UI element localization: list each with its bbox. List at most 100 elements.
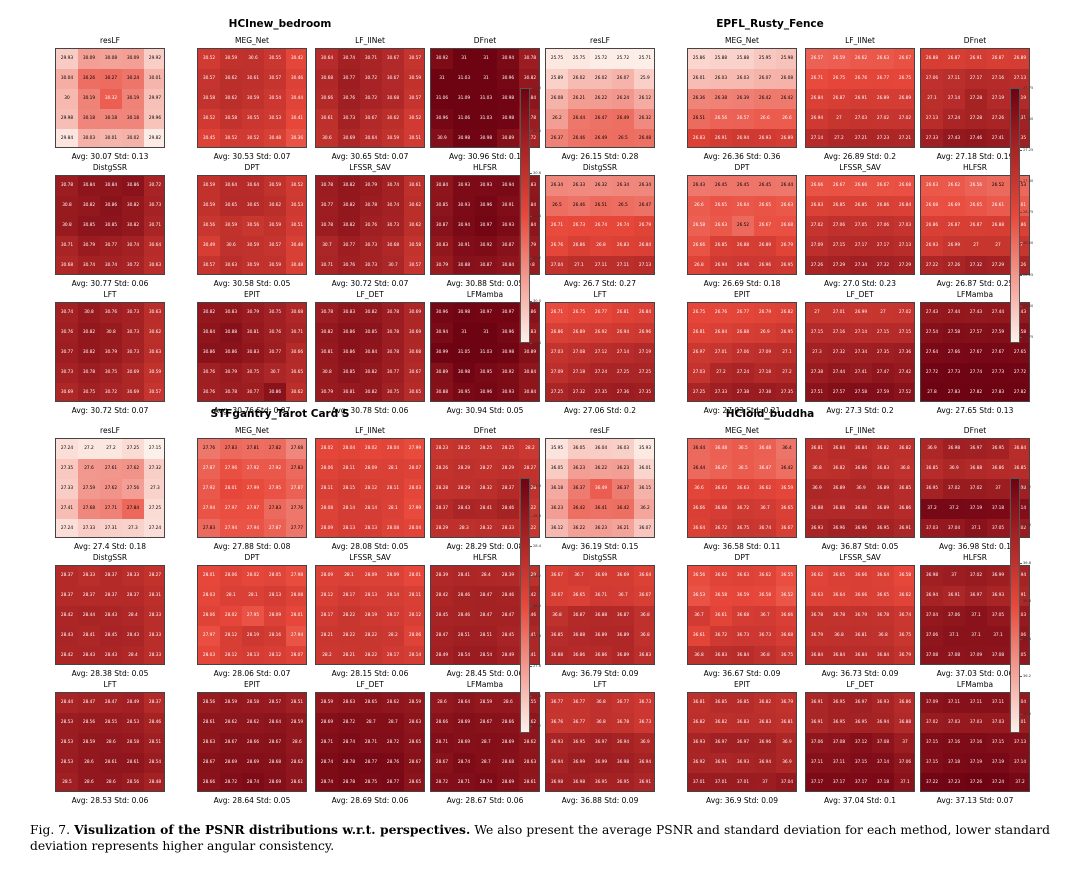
heatmap-cell: 25.71 (634, 49, 654, 69)
heatmap-cell: 26.51 (688, 109, 710, 129)
colorbar-tick-label: 30.6 (533, 171, 542, 175)
heatmap-cell: 27.35 (776, 383, 796, 401)
heatmap-cell: 36.44 (688, 459, 710, 479)
heatmap-cell: 37.02 (921, 713, 943, 733)
heatmap-cell: 30.02 (122, 129, 144, 147)
heatmap-cell: 28.22 (360, 626, 382, 646)
heatmap-cell: 26.94 (710, 256, 732, 274)
heatmap-cell: 28.62 (220, 713, 242, 733)
heatmap-cell: 27.23 (872, 129, 894, 147)
heatmap-cell: 28.2 (316, 646, 338, 664)
heatmap-cell: 27.74 (965, 363, 987, 383)
heatmap-cell: 36.8 (688, 646, 710, 664)
heatmap-cell: 30.62 (144, 323, 164, 343)
heatmap-cell: 30.71 (360, 49, 382, 69)
heatmap-cell: 30.76 (56, 323, 78, 343)
heatmap-cell: 28.29 (453, 459, 475, 479)
heatmap-cell: 27.29 (894, 256, 914, 274)
heatmap-cell: 28.55 (100, 713, 122, 733)
heatmap-cell: 36.99 (987, 566, 1009, 586)
heatmap-cell: 27.11 (612, 256, 634, 274)
heatmap-cell: 30.78 (316, 216, 338, 236)
heatmap-cell: 36.79 (806, 626, 828, 646)
heatmap-cell: 29.92 (144, 49, 164, 69)
heatmap-cell: 30.65 (242, 196, 264, 216)
heatmap-cell: 30.68 (382, 236, 404, 256)
heatmap-cell: 25.9 (634, 69, 654, 89)
heatmap-cell: 28.12 (360, 479, 382, 499)
heatmap-cell: 28.59 (286, 713, 306, 733)
heatmap-cell: 36.72 (710, 519, 732, 537)
heatmap-cell: 30.69 (404, 323, 424, 343)
heatmap-cell: 36.65 (776, 499, 796, 519)
heatmap-cell: 26.64 (732, 196, 754, 216)
heatmap-cell: 27.35 (634, 383, 654, 401)
heatmap-cell: 27.67 (965, 343, 987, 363)
heatmap-cell: 26.65 (754, 196, 776, 216)
heatmap-cell: 28.43 (78, 646, 100, 664)
heatmap-cell: 37.16 (943, 733, 965, 753)
heatmap-cell: 30.53 (286, 196, 306, 216)
heatmap: 30.96 30.98 30.97 30.97 30.86 30.94 31 31 30.96 3… (430, 302, 540, 402)
heatmap-cell: 27.87 (264, 519, 286, 537)
heatmap-cell: 37.08 (921, 646, 943, 664)
heatmap-cell: 30.71 (56, 236, 78, 256)
heatmap-cell: 28.37 (144, 693, 164, 713)
heatmap-cell: 28.74 (242, 773, 264, 791)
method-label: LF_DET (846, 290, 874, 299)
colorbar-tick-label: 27.2 (533, 723, 542, 728)
heatmap-cell: 27.38 (806, 363, 828, 383)
heatmap-cell: 28.07 (404, 459, 424, 479)
heatmap-cell: 26.52 (732, 216, 754, 236)
heatmap-cell: 26.34 (546, 176, 568, 196)
heatmap-cell: 27.84 (122, 499, 144, 519)
heatmap-cell: 30.97 (475, 303, 497, 323)
heatmap: 36.81 36.84 36.84 36.82 36.82 36.8 36.82 36.86 3… (805, 438, 915, 538)
avg-std-label: Avg: 37.03 Std: 0.06 (936, 669, 1014, 678)
heatmap-cell: 28.49 (497, 646, 519, 664)
heatmap: 26.43 26.45 26.45 26.45 26.44 26.6 26.65 26.64 2… (687, 175, 797, 275)
heatmap-cell: 30.91 (453, 236, 475, 256)
heatmap-cell: 28.66 (497, 713, 519, 733)
heatmap-cell: 30.36 (286, 129, 306, 147)
heatmap-cell: 26.73 (568, 216, 590, 236)
heatmap-cell: 37 (894, 733, 914, 753)
heatmap-cell: 27.3 (122, 519, 144, 537)
heatmap-cell: 28.45 (431, 606, 453, 626)
colorbar (1010, 478, 1020, 733)
panel-title: STFgantry_Tarot Card S (210, 408, 350, 420)
heatmap-cell: 28.11 (404, 586, 424, 606)
method-label: DFnet (963, 36, 987, 45)
heatmap-cell: 28.6 (100, 733, 122, 753)
colorbar-tick-mark (1020, 181, 1022, 182)
heatmap-cell: 30.77 (100, 236, 122, 256)
heatmap-cell: 28.04 (338, 439, 360, 459)
heatmap-cell: 27.94 (220, 519, 242, 537)
heatmap-cell: 36.81 (688, 693, 710, 713)
heatmap-cell: 36.96 (850, 519, 872, 537)
heatmap-cell: 30.59 (220, 49, 242, 69)
heatmap: 26.57 26.59 26.62 26.63 26.67 26.71 26.75 26.76… (805, 48, 915, 148)
heatmap-cell: 30.79 (100, 343, 122, 363)
heatmap-cell: 26.75 (568, 303, 590, 323)
avg-std-label: Avg: 28.15 Std: 0.06 (331, 669, 409, 678)
heatmap-cell: 26.87 (987, 49, 1009, 69)
avg-std-label: Avg: 26.89 Std: 0.2 (824, 152, 896, 161)
method-label: MEG_Net (235, 36, 269, 45)
heatmap-cell: 28.32 (475, 519, 497, 537)
heatmap-cell: 27.34 (850, 343, 872, 363)
heatmap-cell: 27.76 (198, 439, 220, 459)
heatmap-cell: 27.25 (634, 363, 654, 383)
heatmap-cell: 26.45 (710, 176, 732, 196)
heatmap-cell: 30.73 (122, 343, 144, 363)
heatmap-cell: 28.19 (242, 626, 264, 646)
heatmap-cell: 27.24 (56, 439, 78, 459)
method-label: LF_IINet (355, 36, 385, 45)
heatmap-cell: 30.79 (242, 303, 264, 323)
heatmap-cell: 27.77 (286, 519, 306, 537)
heatmap-cell: 31.03 (475, 343, 497, 363)
heatmap-cell: 30.96 (475, 383, 497, 401)
heatmap-cell: 28.4 (122, 646, 144, 664)
heatmap-cell: 26.65 (965, 196, 987, 216)
heatmap-cell: 27.97 (242, 499, 264, 519)
